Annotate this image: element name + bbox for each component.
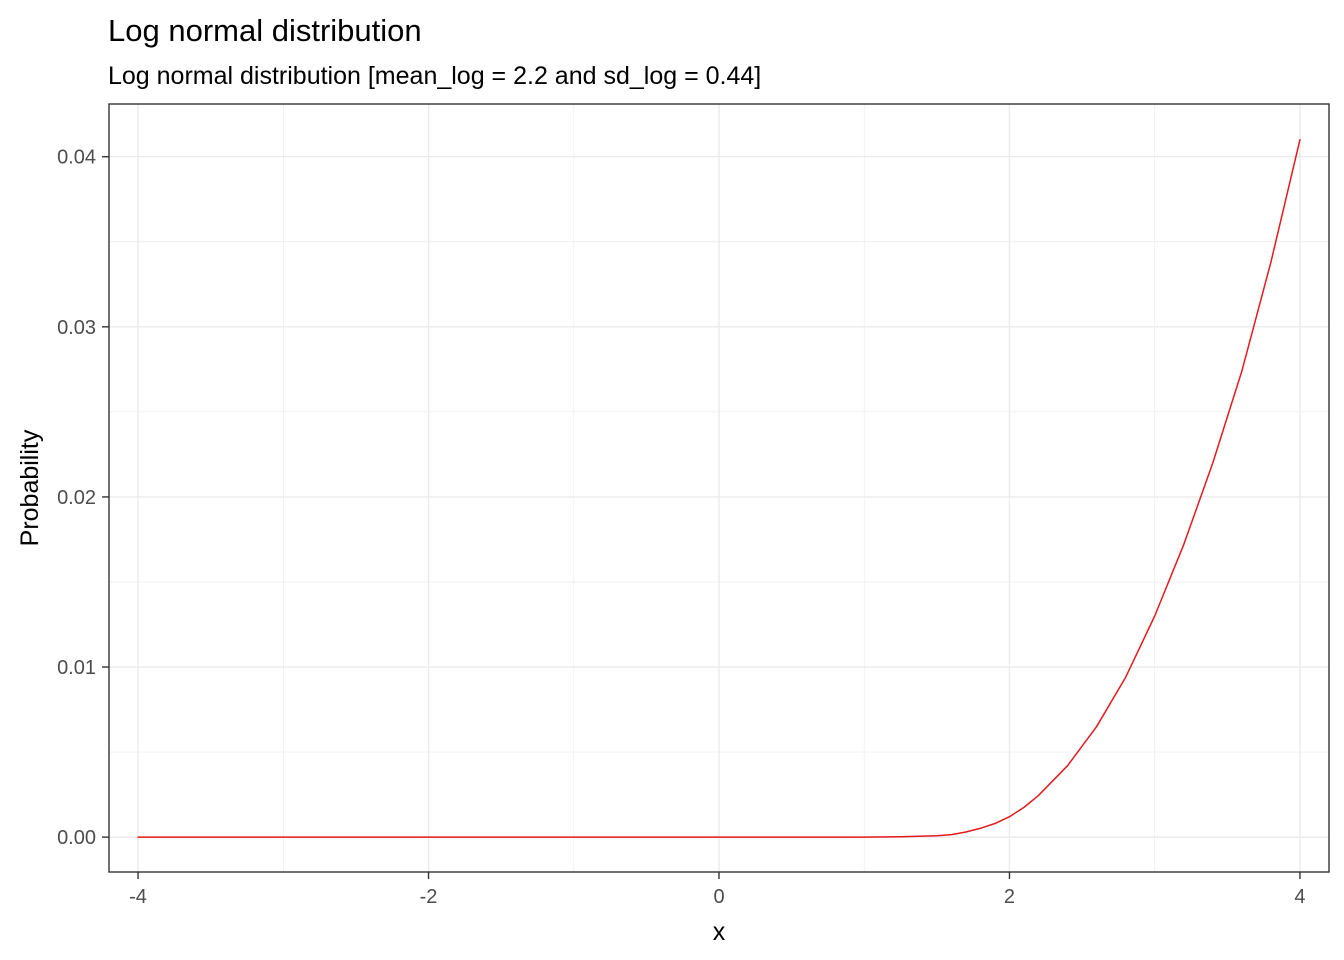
chart-title: Log normal distribution <box>108 13 422 48</box>
y-tick-label: 0.04 <box>57 147 96 169</box>
y-tick-label: 0.01 <box>57 657 96 679</box>
x-axis-title: x <box>713 918 726 946</box>
x-tick-label: 4 <box>1294 886 1305 908</box>
y-tick-label: 0.02 <box>57 487 96 509</box>
y-axis-title: Probability <box>16 429 44 546</box>
density-series-line <box>137 138 1301 838</box>
series-layer <box>137 138 1301 838</box>
y-tick-label: 0.03 <box>57 317 96 339</box>
x-tick-label: 2 <box>1004 886 1015 908</box>
x-tick-label: -4 <box>129 886 147 908</box>
x-tick-label: 0 <box>713 886 724 908</box>
y-tick-label: 0.00 <box>57 827 96 849</box>
x-axis: -4 -2 0 2 4 <box>129 872 1306 908</box>
chart-subtitle: Log normal distribution [mean_log = 2.2 … <box>108 62 761 90</box>
x-tick-label: -2 <box>420 886 438 908</box>
y-axis: 0.00 0.01 0.02 0.03 0.04 <box>57 147 109 849</box>
